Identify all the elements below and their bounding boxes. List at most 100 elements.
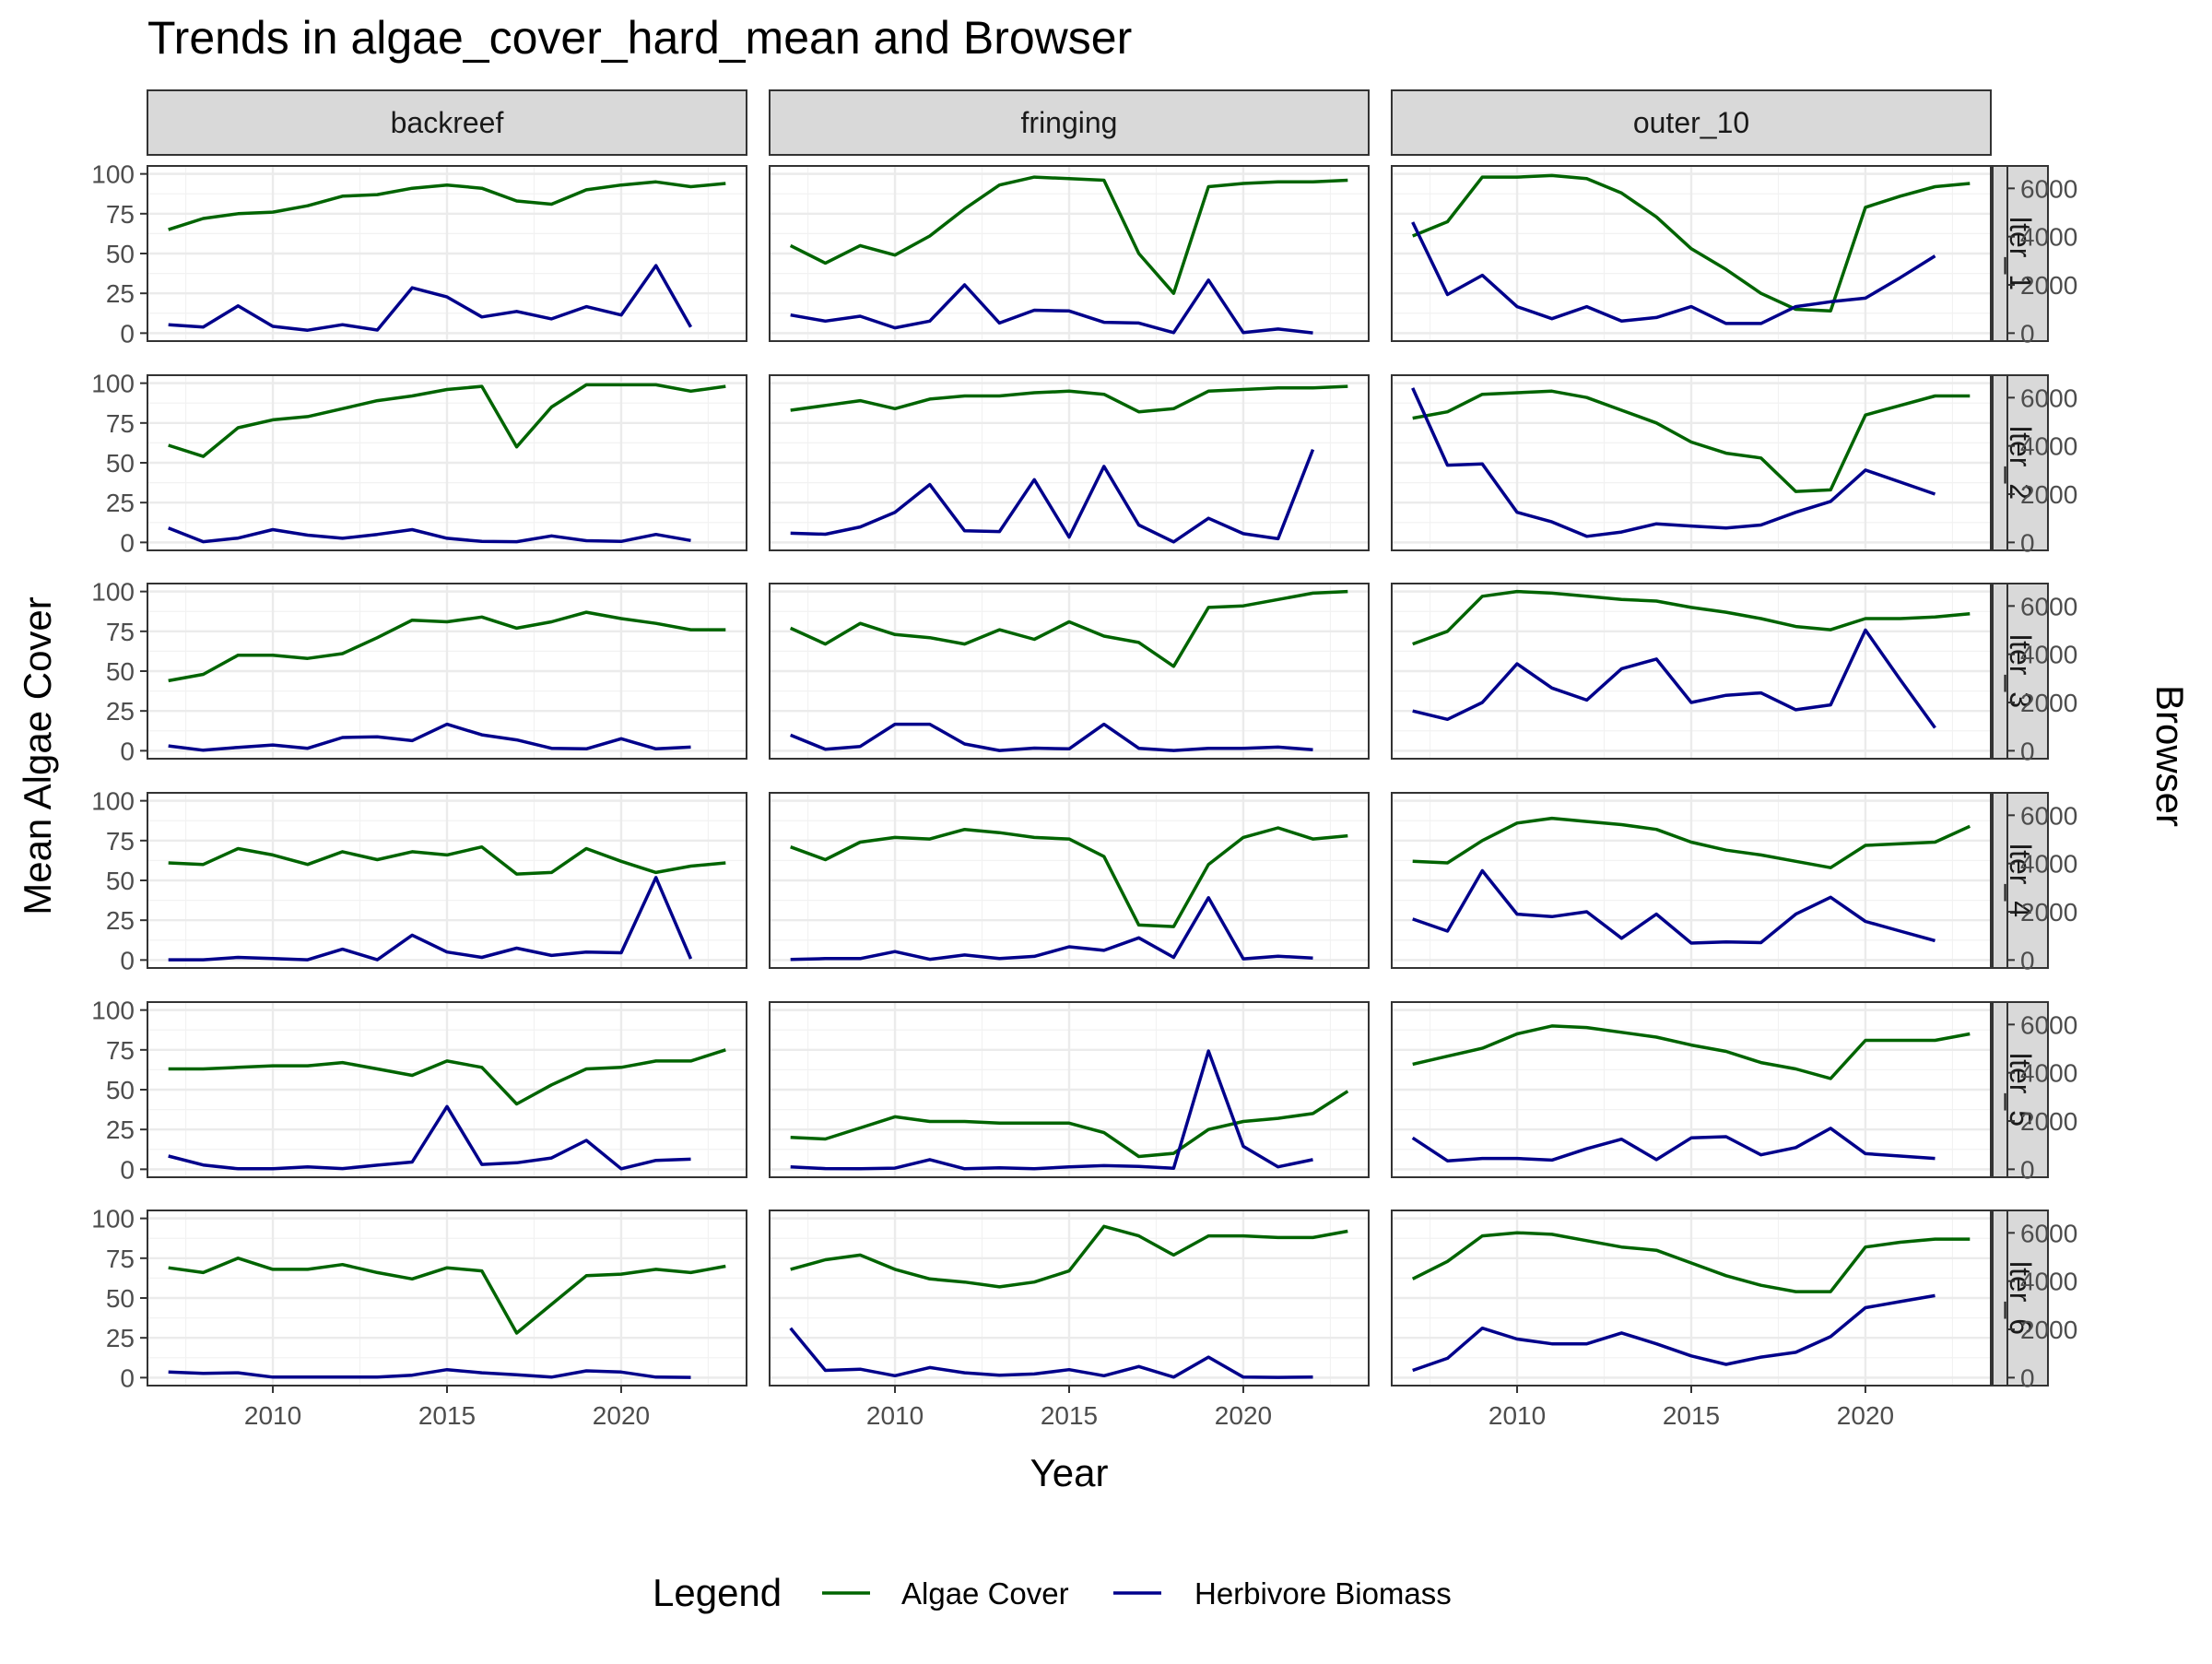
y-tick-label-right: 2000 xyxy=(2020,480,2077,509)
x-tick-label: 2010 xyxy=(1488,1401,1546,1430)
facet-strip-lter_2 xyxy=(1992,374,2049,551)
facet-strip-label: lter_5 xyxy=(2004,1053,2037,1127)
y-axis-label-left: Mean Algae Cover xyxy=(16,596,59,915)
y-tick-label-left: 0 xyxy=(120,946,135,974)
series-line-algae-cover xyxy=(168,383,726,458)
y-tick-label-right: 6000 xyxy=(2020,592,2077,620)
series-line-herbivore-biomass xyxy=(790,896,1313,962)
series-line-herbivore-biomass xyxy=(789,1327,1313,1379)
panel-border xyxy=(1391,374,1992,551)
legend-label-herbivore-biomass: Herbivore Biomass xyxy=(1194,1576,1452,1611)
y-tick-label-left: 50 xyxy=(106,1284,135,1313)
panel-border xyxy=(1391,792,1992,969)
y-axis-label-right: Browser xyxy=(2148,685,2192,827)
y-tick-label-left: 100 xyxy=(91,160,135,189)
facet-strip-label: lter_6 xyxy=(2004,1261,2037,1335)
series-line-herbivore-biomass xyxy=(168,526,691,544)
y-tick-label-left: 25 xyxy=(106,489,135,517)
panel-backreef-lter_1: 0 25 50 75 100 xyxy=(91,160,747,348)
y-tick-label-left: 100 xyxy=(91,578,135,607)
panel-backreef-lter_5: 0 25 50 75 100 xyxy=(91,997,747,1184)
panel-border xyxy=(769,583,1370,760)
panel-outer_10-lter_4: 0 2000 4000 6000 xyxy=(1391,792,2077,974)
series-line-herbivore-biomass xyxy=(1412,1293,1936,1373)
facet-strip-label: lter_2 xyxy=(2004,426,2037,500)
facet-strip-lter_3 xyxy=(1992,583,2049,760)
panel-backreef-lter_3: 0 25 50 75 100 xyxy=(91,578,747,765)
series-line-algae-cover xyxy=(789,175,1348,295)
panel-backreef-lter_4: 0 25 50 75 100 xyxy=(91,787,747,974)
panels-layer: backreef fringing outer_10 lter_1 lter_2lter… xyxy=(91,89,2077,1430)
y-tick-label-right: 0 xyxy=(2020,946,2035,974)
panel-outer_10-lter_2: 0 2000 4000 6000 xyxy=(1391,374,2077,557)
y-tick-label-right: 2000 xyxy=(2020,271,2077,300)
panel-border xyxy=(1391,165,1992,342)
y-tick-label-left: 25 xyxy=(106,1115,135,1144)
panel-border xyxy=(769,374,1370,551)
y-tick-label-right: 2000 xyxy=(2020,898,2077,926)
y-tick-label-left: 75 xyxy=(106,618,135,646)
x-tick-label: 2015 xyxy=(418,1401,476,1430)
facet-strip-lter_5 xyxy=(1992,1001,2049,1178)
y-tick-label-left: 100 xyxy=(91,370,135,398)
chart-title: Trends in algae_cover_hard_mean and Brow… xyxy=(147,12,1132,64)
y-tick-label-right: 0 xyxy=(2020,1363,2035,1392)
y-tick-label-right: 6000 xyxy=(2020,1010,2077,1039)
series-line-herbivore-biomass xyxy=(1412,868,1936,945)
legend: Legend Algae Cover Herbivore Biomass xyxy=(653,1571,1452,1614)
y-tick-label-right: 2000 xyxy=(2020,1316,2077,1344)
series-line-algae-cover xyxy=(168,180,726,231)
series-line-algae-cover xyxy=(790,826,1348,928)
y-tick-label-right: 4000 xyxy=(2020,1059,2077,1088)
panel-outer_10-lter_3: 0 2000 4000 6000 xyxy=(1391,583,2077,765)
y-tick-label-left: 100 xyxy=(91,997,135,1025)
panel-fringing-lter_2 xyxy=(769,374,1370,551)
series-line-herbivore-biomass xyxy=(790,1049,1313,1171)
series-line-algae-cover xyxy=(168,1048,726,1106)
y-tick-label-left: 25 xyxy=(106,1324,135,1352)
series-line-algae-cover xyxy=(1412,589,1971,646)
series-line-herbivore-biomass xyxy=(1412,628,1936,729)
panel-outer_10-lter_6: 0 2000 4000 6000 2010 2015 2020 xyxy=(1391,1210,2077,1430)
y-tick-label-right: 6000 xyxy=(2020,1219,2077,1247)
facet-strip-outer_10 xyxy=(1391,89,1992,156)
panel-border xyxy=(769,1001,1370,1178)
y-tick-label-right: 0 xyxy=(2020,737,2035,765)
y-tick-label-right: 2000 xyxy=(2020,689,2077,717)
series-line-herbivore-biomass xyxy=(168,722,691,752)
y-tick-label-left: 50 xyxy=(106,240,135,268)
series-line-herbivore-biomass xyxy=(1411,1127,1936,1162)
series-line-herbivore-biomass xyxy=(168,1104,691,1171)
panel-backreef-lter_6: 0 25 50 75 100 2010 2015 2020 xyxy=(91,1205,747,1430)
y-tick-label-left: 25 xyxy=(106,906,135,935)
y-tick-label-left: 75 xyxy=(106,1036,135,1065)
y-tick-label-left: 50 xyxy=(106,1076,135,1104)
y-tick-label-right: 4000 xyxy=(2020,223,2077,252)
panel-fringing-lter_3 xyxy=(769,583,1370,760)
y-tick-label-left: 0 xyxy=(120,737,135,765)
series-line-algae-cover xyxy=(1412,1024,1971,1080)
y-tick-label-right: 6000 xyxy=(2020,384,2077,412)
panel-border xyxy=(769,792,1370,969)
y-tick-label-right: 0 xyxy=(2020,319,2035,348)
y-tick-label-left: 50 xyxy=(106,867,135,895)
legend-title: Legend xyxy=(653,1571,782,1614)
series-line-herbivore-biomass xyxy=(1411,221,1936,325)
y-tick-label-right: 2000 xyxy=(2020,1107,2077,1136)
y-tick-label-right: 6000 xyxy=(2020,174,2077,203)
legend-label-algae-cover: Algae Cover xyxy=(901,1576,1069,1611)
y-tick-label-left: 0 xyxy=(120,1363,135,1392)
panel-fringing-lter_6: 2010 2015 2020 xyxy=(769,1210,1370,1430)
panel-outer_10-lter_1: 0 2000 4000 6000 xyxy=(1391,165,2077,348)
y-tick-label-left: 25 xyxy=(106,279,135,308)
x-tick-label: 2020 xyxy=(1215,1401,1272,1430)
facet-strip-lter_1 xyxy=(1992,165,2049,342)
facet-strip-label: lter_4 xyxy=(2004,844,2037,917)
y-tick-label-right: 4000 xyxy=(2020,641,2077,669)
y-tick-label-left: 100 xyxy=(91,787,135,816)
series-line-algae-cover xyxy=(790,1090,1349,1159)
x-tick-label: 2010 xyxy=(866,1401,924,1430)
y-tick-label-left: 25 xyxy=(106,697,135,726)
